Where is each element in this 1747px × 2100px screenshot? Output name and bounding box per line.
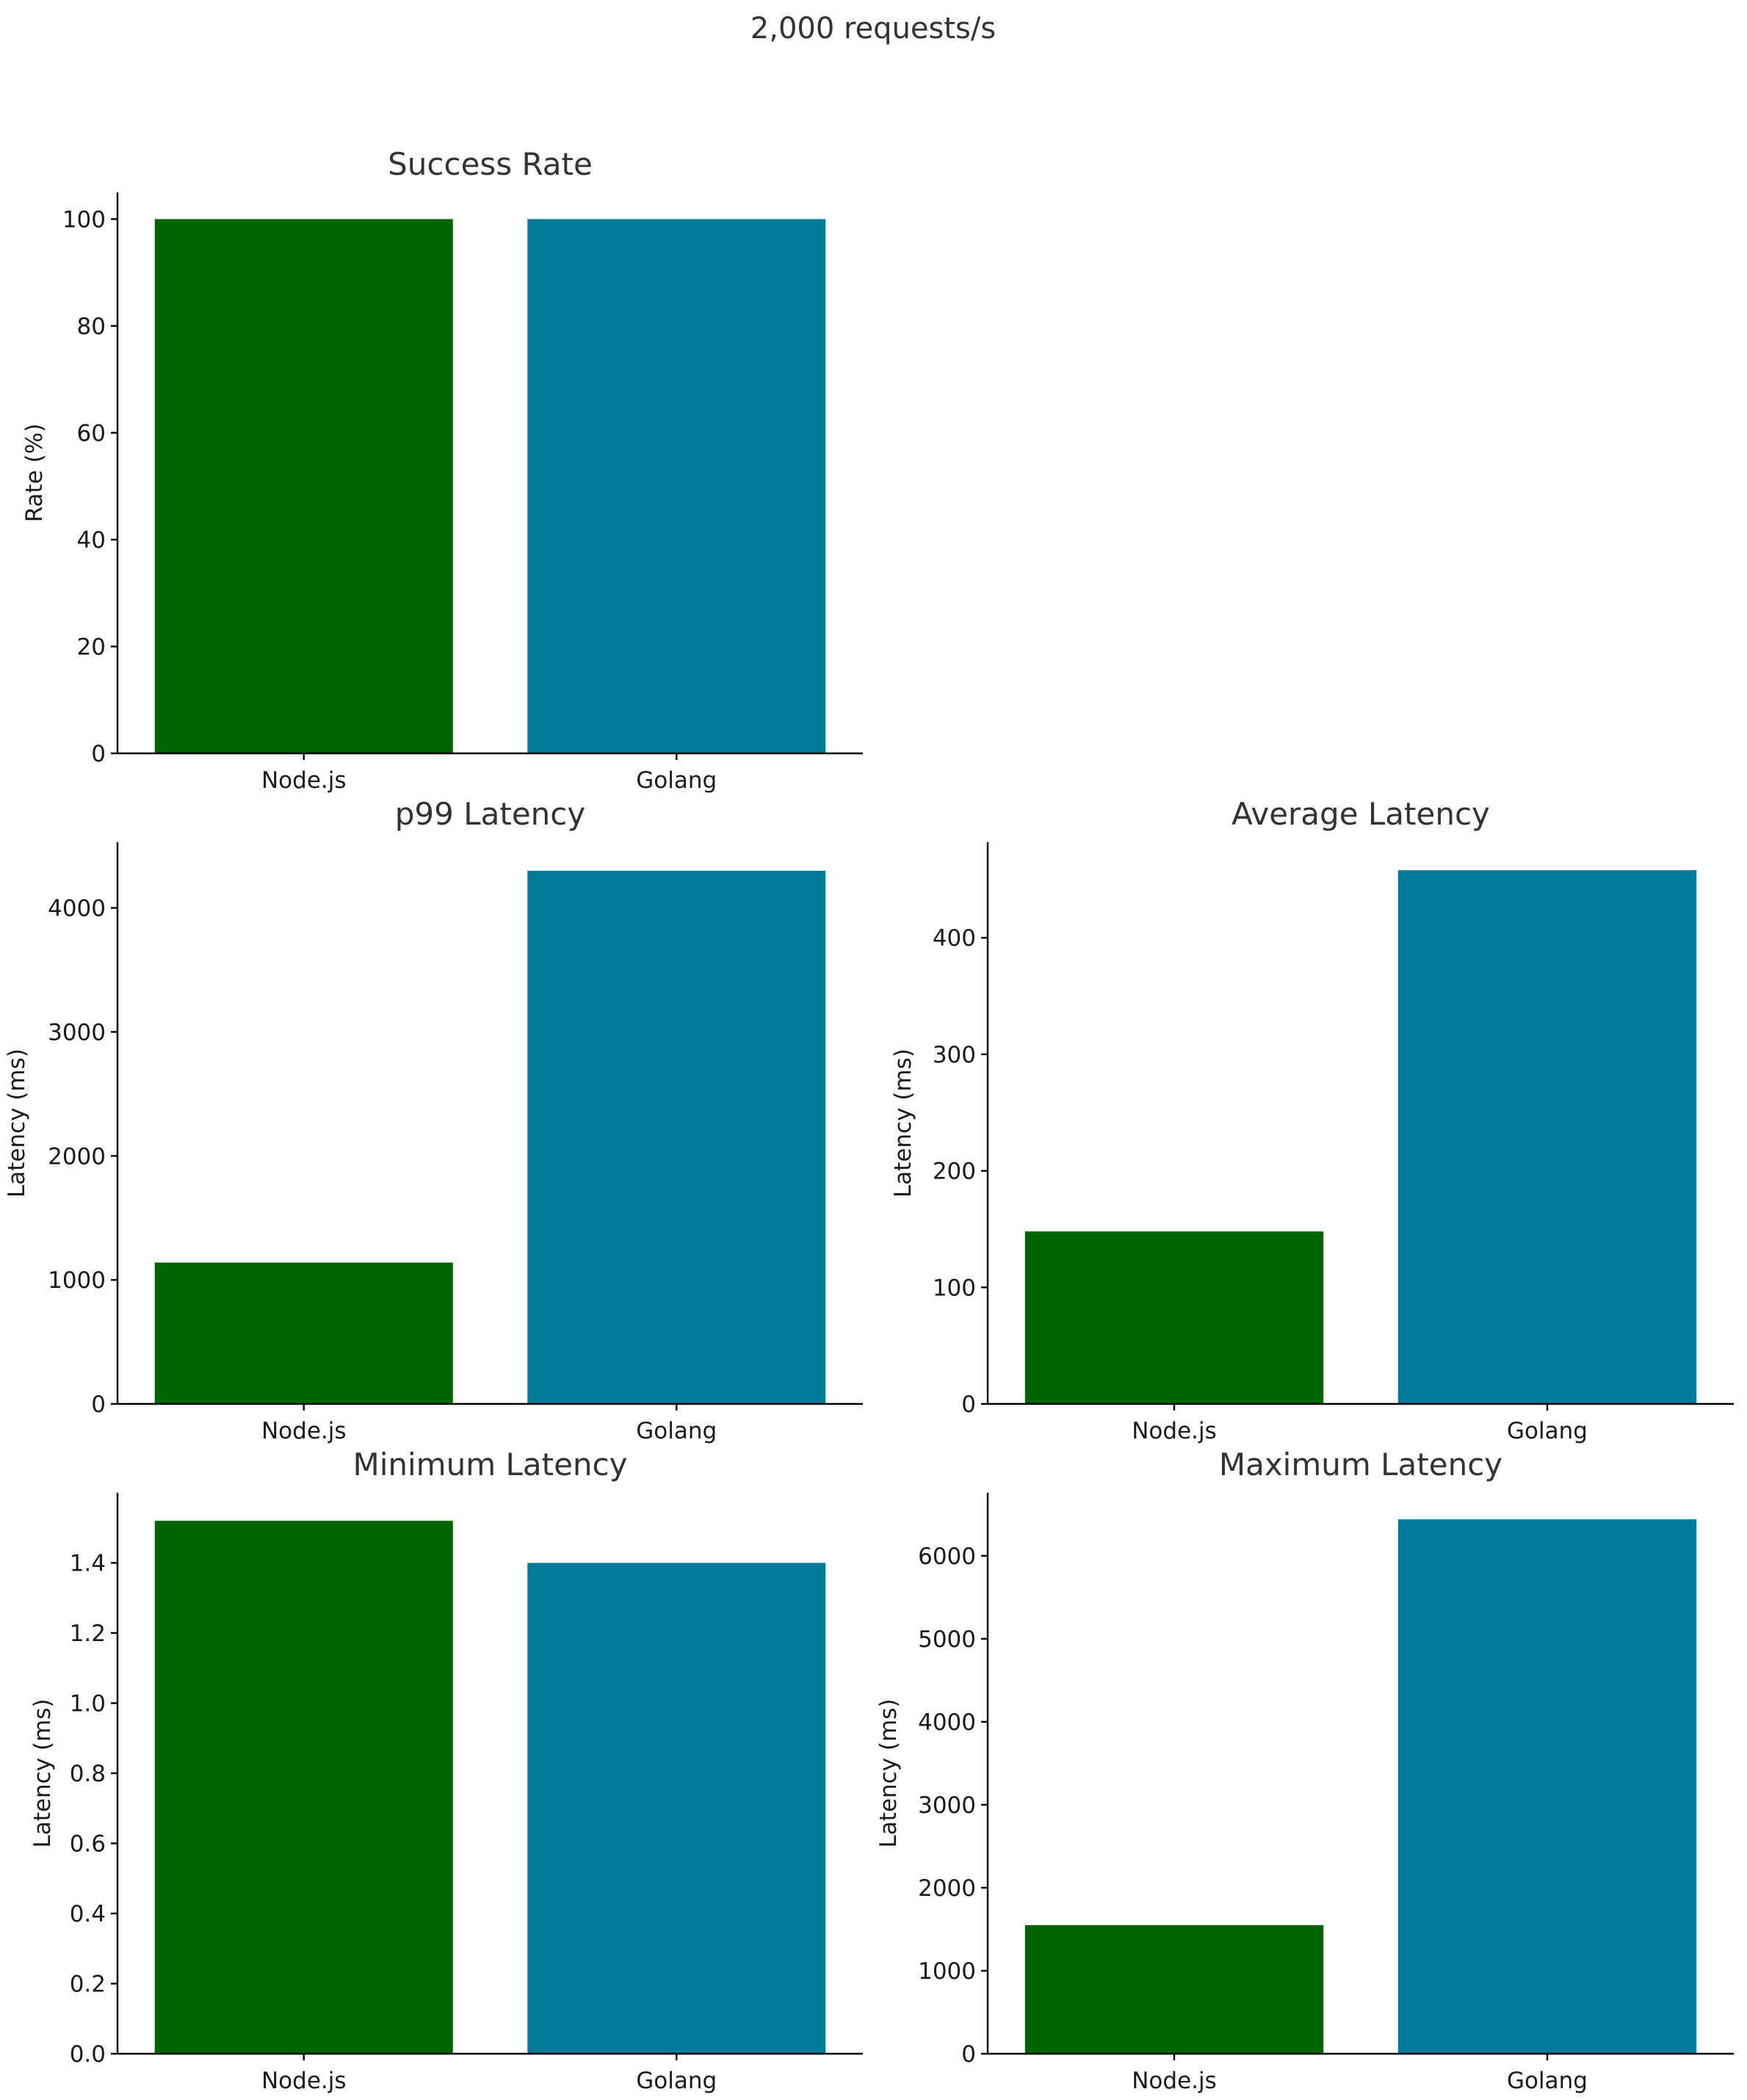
y-tick-label: 100 [933,1275,976,1301]
bar-node-js [154,1262,453,1404]
y-tick-label: 400 [933,925,976,952]
chart-panel-minimum-latency: 0.0 0.2 0.4 0.6 0.8 1.0 1.2 1.4 Node.js Golang Min… [29,1447,863,2094]
panel-title: Maximum Latency [1219,1447,1502,1482]
bar-golang [527,1563,826,2054]
x-tick-label: Golang [636,1418,717,1444]
y-tick-label: 1.0 [70,1691,106,1717]
y-tick-label: 1.4 [70,1551,106,1577]
y-axis-label: Latency (ms) [4,1049,30,1198]
y-tick-label: 300 [933,1042,976,1068]
y-tick-label: 1000 [918,1958,976,1985]
y-tick-label: 3000 [918,1792,976,1819]
bar-node-js [1024,1925,1324,2054]
panel-title: Success Rate [388,146,593,182]
chart-panel-success-rate: 0 20 40 60 80 100 Node.js Golang Success Rate Rat… [21,146,863,794]
y-tick-label: 2000 [918,1875,976,1902]
y-axis-label: Latency (ms) [29,1699,56,1848]
x-tick-label: Node.js [261,767,347,794]
y-tick-label: 1000 [48,1267,106,1294]
y-tick-label: 60 [77,420,106,446]
bar-node-js [154,219,453,753]
x-tick-label: Node.js [261,1418,347,1444]
x-tick-label: Golang [636,2068,717,2094]
y-tick-label: 0 [91,1391,106,1418]
y-tick-label: 3000 [48,1019,106,1046]
y-tick-label: 0.2 [70,1972,106,1998]
y-tick-label: 0 [91,741,106,767]
x-tick-label: Golang [1507,1418,1588,1444]
bar-node-js [1024,1231,1324,1404]
x-tick-label: Golang [636,767,717,794]
y-tick-label: 0.8 [70,1761,106,1787]
bar-golang [1397,1519,1697,2054]
y-tick-label: 1.2 [70,1621,106,1647]
y-tick-label: 2000 [48,1143,106,1170]
chart-panel-maximum-latency: 0 1000 2000 3000 4000 5000 6000 Node.js Golang Ma… [875,1447,1734,2094]
y-tick-label: 100 [62,206,106,233]
y-tick-label: 6000 [918,1543,976,1570]
y-tick-label: 4000 [918,1709,976,1736]
y-tick-label: 40 [77,527,106,554]
x-tick-label: Node.js [1132,2068,1217,2094]
y-tick-label: 20 [77,634,106,660]
y-tick-label: 0 [961,1391,976,1418]
y-axis-label: Latency (ms) [875,1699,902,1848]
x-tick-label: Node.js [1132,1418,1217,1444]
y-tick-label: 4000 [48,896,106,922]
x-tick-label: Golang [1507,2068,1588,2094]
y-tick-label: 0.6 [70,1831,106,1858]
y-axis-label: Rate (%) [21,424,48,523]
panel-title: p99 Latency [395,796,585,832]
bar-golang [1397,870,1697,1404]
y-tick-label: 80 [77,314,106,340]
x-tick-label: Node.js [261,2068,347,2094]
bar-golang [527,219,826,753]
panel-title: Average Latency [1231,796,1490,832]
figure-title: 2,000 requests/s [750,12,996,46]
bar-node-js [154,1521,453,2054]
panel-title: Minimum Latency [352,1447,627,1482]
chart-panel-average-latency: 0 100 200 300 400 Node.js Golang Average Latenc… [890,796,1734,1444]
chart-panel-p99-latency: 0 1000 2000 3000 4000 Node.js Golang p99 Latenc… [4,796,863,1444]
y-tick-label: 5000 [918,1626,976,1653]
y-axis-label: Latency (ms) [890,1049,916,1198]
y-tick-label: 0.4 [70,1901,106,1927]
bar-golang [527,870,826,1404]
y-tick-label: 200 [933,1159,976,1185]
y-tick-label: 0.0 [70,2041,106,2068]
y-tick-label: 0 [961,2041,976,2068]
